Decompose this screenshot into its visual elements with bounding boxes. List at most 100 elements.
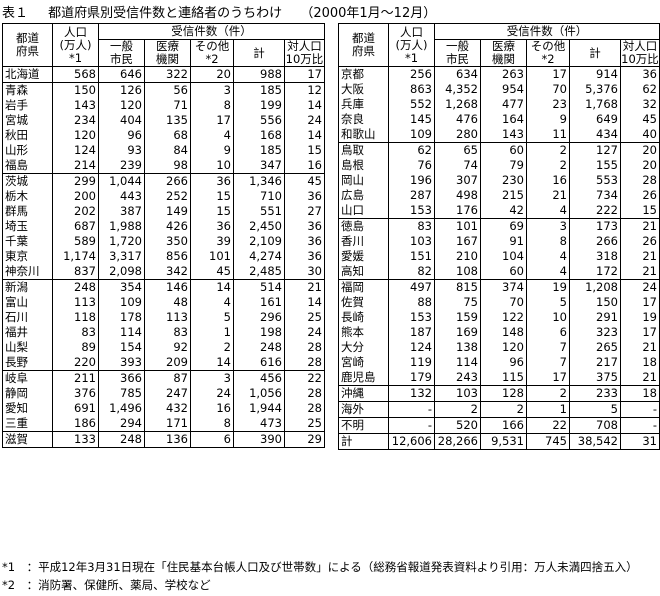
cell-total: 266	[569, 234, 621, 249]
cell-name: 島根	[338, 158, 389, 173]
cell-name: 茨城	[2, 173, 53, 189]
cell-per: 17	[620, 325, 660, 340]
cell-pop: 220	[52, 355, 99, 371]
cell-total: 988	[233, 66, 285, 83]
cell-name: 神奈川	[2, 264, 53, 280]
table-row: 高知 82 108 60 4 172 21	[338, 264, 660, 280]
cell-name: 京都	[338, 66, 389, 82]
cell-pop: 143	[52, 98, 99, 113]
cell-name: 高知	[338, 264, 389, 280]
cell-name: 福島	[2, 158, 53, 174]
cell-other: 15	[190, 189, 234, 204]
left-table-body: 北海道 568 646 322 20 988 17 青森 150 126 56 3 185 12 岩手 143…	[2, 66, 325, 448]
cell-general: 404	[98, 113, 145, 128]
cell-other: 19	[526, 279, 570, 295]
cell-medical: 113	[144, 310, 191, 325]
cell-general: 103	[434, 385, 481, 402]
cell-other: 15	[190, 204, 234, 219]
cell-general: 114	[98, 325, 145, 340]
cell-medical: 149	[144, 204, 191, 219]
cell-other: 4	[190, 295, 234, 310]
cell-name: 福岡	[338, 279, 389, 295]
table-row: 新潟 248 354 146 14 514 21	[2, 279, 325, 295]
cell-name: 宮城	[2, 113, 53, 128]
cell-other: 4	[526, 264, 570, 280]
cell-medical: 432	[144, 401, 191, 416]
cell-per: 17	[284, 66, 325, 83]
cell-general: 387	[98, 204, 145, 219]
header-pref: 都道 府県	[338, 23, 389, 67]
cell-name: 沖縄	[338, 385, 389, 402]
cell-general: 28,266	[434, 433, 481, 450]
cell-medical: 954	[480, 82, 527, 97]
cell-total: 347	[233, 158, 285, 174]
cell-total: 199	[233, 98, 285, 113]
cell-pop: 109	[388, 127, 435, 143]
header-per: 対人口 10万比	[284, 39, 325, 67]
cell-total: 5,376	[569, 82, 621, 97]
table-row: 千葉 589 1,720 350 39 2,109 36	[2, 234, 325, 249]
cell-total: 1,208	[569, 279, 621, 295]
cell-total: 390	[233, 431, 285, 448]
cell-medical: 166	[480, 417, 527, 434]
table-row: 茨城 299 1,044 266 36 1,346 45	[2, 173, 325, 189]
cell-total: 323	[569, 325, 621, 340]
cell-name: 山形	[2, 143, 53, 158]
cell-medical: 856	[144, 249, 191, 264]
cell-total: 649	[569, 112, 621, 127]
cell-general: 126	[98, 82, 145, 98]
cell-per: 12	[284, 82, 325, 98]
cell-other: 10	[526, 310, 570, 325]
cell-other: 24	[190, 386, 234, 401]
cell-total: 1,346	[233, 173, 285, 189]
header-general: 一般 市民	[434, 39, 481, 67]
cell-total: 914	[569, 66, 621, 82]
table-row: 熊本 187 169 148 6 323 17	[338, 325, 660, 340]
cell-general: 243	[434, 370, 481, 386]
cell-total: 185	[233, 143, 285, 158]
cell-per: 20	[620, 142, 660, 158]
cell-name: 兵庫	[338, 97, 389, 112]
cell-general: 307	[434, 173, 481, 188]
table-row: 愛媛 151 210 104 4 318 21	[338, 249, 660, 264]
cell-name: 群馬	[2, 204, 53, 219]
cell-general: 159	[434, 310, 481, 325]
cell-total: 155	[569, 158, 621, 173]
cell-pop: 151	[388, 249, 435, 264]
cell-general: 176	[434, 203, 481, 219]
cell-general: 785	[98, 386, 145, 401]
cell-pop: 82	[388, 264, 435, 280]
cell-name: 埼玉	[2, 219, 53, 234]
cell-general: 248	[98, 431, 145, 448]
cell-per: -	[620, 401, 660, 418]
cell-other: 7	[526, 355, 570, 370]
cell-medical: 209	[144, 355, 191, 371]
table-row: 福井 83 114 83 1 198 24	[2, 325, 325, 340]
table-row: 島根 76 74 79 2 155 20	[338, 158, 660, 173]
cell-pop: 497	[388, 279, 435, 295]
cell-per: 21	[620, 249, 660, 264]
cell-pop: 186	[52, 416, 99, 432]
cell-other: 4	[526, 249, 570, 264]
table-title: 表１ 都道府県別受信件数と連絡者のうちわけ （2000年1月～12月）	[2, 2, 436, 21]
table-row: 長野 220 393 209 14 616 28	[2, 355, 325, 371]
cell-other: 2	[526, 385, 570, 402]
cell-name: 不明	[338, 417, 389, 434]
table-row: 三重 186 294 171 8 473 25	[2, 416, 325, 432]
cell-name: 長崎	[338, 310, 389, 325]
cell-pop: 145	[388, 112, 435, 127]
cell-medical: 60	[480, 264, 527, 280]
cell-per: 24	[284, 113, 325, 128]
cell-name: 熊本	[338, 325, 389, 340]
cell-pop: 119	[388, 355, 435, 370]
cell-medical: 91	[480, 234, 527, 249]
cell-name: 奈良	[338, 112, 389, 127]
cell-total: 734	[569, 188, 621, 203]
cell-other: 1	[526, 401, 570, 418]
cell-medical: 263	[480, 66, 527, 82]
cell-per: 31	[620, 433, 660, 450]
cell-general: 1,496	[98, 401, 145, 416]
cell-per: 36	[284, 189, 325, 204]
table-row: 鳥取 62 65 60 2 127 20	[338, 142, 660, 158]
cell-other: 16	[526, 173, 570, 188]
